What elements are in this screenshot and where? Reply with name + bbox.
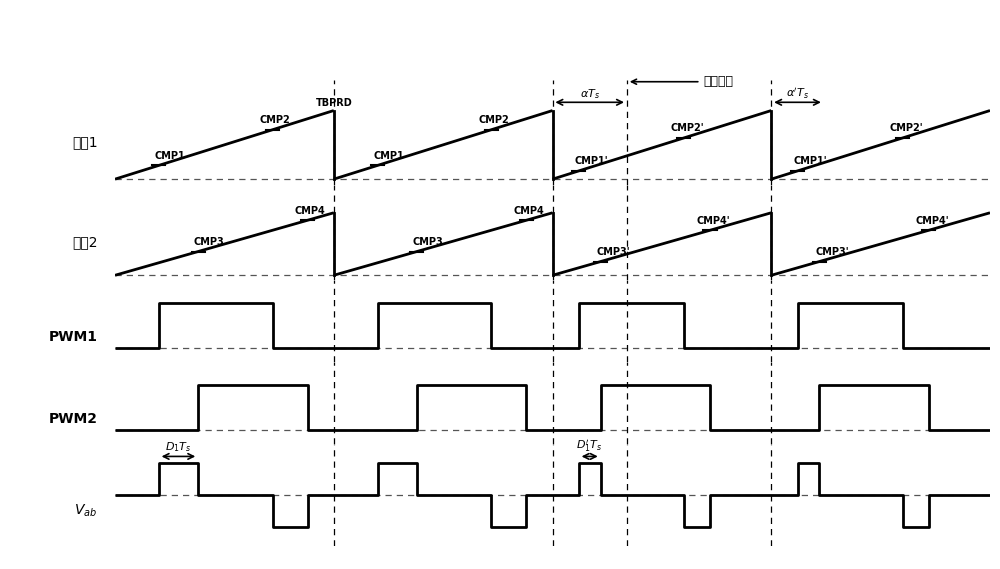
Text: CMP4': CMP4' (916, 216, 949, 226)
Text: $D_1' T_s$: $D_1' T_s$ (576, 438, 603, 454)
Text: CMP1': CMP1' (793, 156, 827, 166)
Text: CMP3': CMP3' (815, 247, 849, 257)
Text: CMP2: CMP2 (259, 115, 290, 125)
Text: $V_{ab}$: $V_{ab}$ (74, 502, 98, 518)
Text: PWM1: PWM1 (48, 331, 98, 344)
Text: CMP1: CMP1 (154, 151, 185, 160)
Text: CMP3: CMP3 (194, 237, 224, 247)
Text: CMP4: CMP4 (294, 206, 325, 216)
Text: CMP4': CMP4' (697, 216, 730, 226)
Text: CMP3': CMP3' (596, 247, 630, 257)
Text: CMP4: CMP4 (513, 206, 544, 216)
Text: CMP2': CMP2' (671, 123, 704, 133)
Text: CMP1': CMP1' (574, 156, 608, 166)
Text: $D_1 T_s$: $D_1 T_s$ (165, 440, 192, 454)
Text: CMP1: CMP1 (373, 151, 404, 160)
Text: CMP2: CMP2 (478, 115, 509, 125)
Text: 参数更新: 参数更新 (632, 75, 733, 88)
Text: $\alpha T_s$: $\alpha T_s$ (580, 87, 600, 101)
Text: CMP2': CMP2' (889, 123, 923, 133)
Text: 载波1: 载波1 (72, 135, 98, 150)
Text: 载波2: 载波2 (72, 235, 98, 249)
Text: CMP3: CMP3 (413, 237, 443, 247)
Text: PWM2: PWM2 (48, 412, 98, 426)
Text: $\alpha' T_s$: $\alpha' T_s$ (786, 86, 809, 101)
Text: TBPRD: TBPRD (315, 98, 352, 108)
